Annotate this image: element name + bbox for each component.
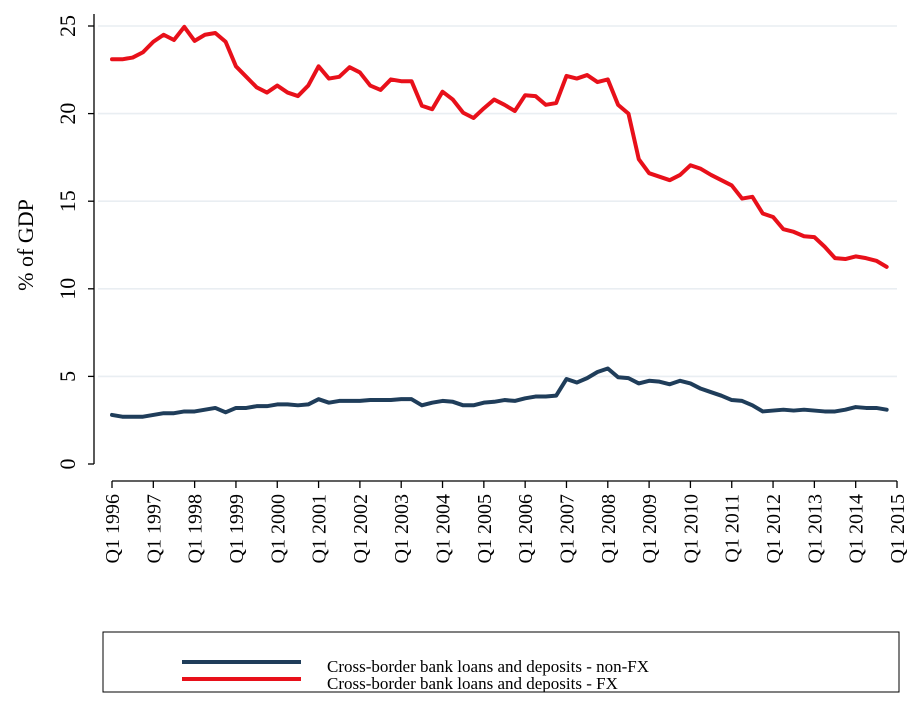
series-line-fx [110,24,889,269]
x-tick-label-0: Q1 1996 [102,494,124,563]
x-tick-label-11: Q1 2007 [556,494,578,563]
series-line-non-fx [110,366,889,419]
x-axis-ticks: Q1 1996 Q1 1997 Q1 1998 Q1 1999 Q1 2000 Q1 20… [102,481,909,563]
gridlines [98,25,897,378]
x-tick-label-4: Q1 2000 [267,494,289,563]
x-tick-label-14: Q1 2010 [680,494,702,563]
x-tick-label-8: Q1 2004 [433,494,455,563]
x-tick-label-12: Q1 2008 [598,494,620,563]
series-lines [110,24,889,419]
x-tick-label-19: Q1 2015 [887,494,909,563]
x-tick-label-5: Q1 2001 [309,494,331,563]
x-tick-label-15: Q1 2011 [722,494,744,563]
legend-label-non-fx: Cross-border bank loans and deposits - n… [327,657,649,676]
x-tick-label-2: Q1 1998 [185,494,207,563]
axes [93,14,897,482]
y-axis-ticks: 0 5 10 15 20 25 [55,15,94,470]
x-tick-label-3: Q1 1999 [226,494,248,563]
legend: Cross-border bank loans and deposits - n… [102,631,900,693]
x-tick-label-17: Q1 2013 [804,494,826,563]
x-tick-label-6: Q1 2002 [350,494,372,563]
y-tick-label-20: 20 [55,103,80,125]
x-tick-label-7: Q1 2003 [391,494,413,563]
legend-label-fx: Cross-border bank loans and deposits - F… [327,674,618,693]
y-tick-label-5: 5 [55,371,80,382]
x-tick-label-1: Q1 1997 [143,494,165,563]
y-tick-label-10: 10 [55,278,80,300]
y-axis-label: % of GDP [13,199,38,291]
x-tick-label-18: Q1 2014 [846,494,868,563]
y-tick-label-25: 25 [55,15,80,37]
x-tick-label-9: Q1 2005 [474,494,496,563]
x-tick-label-10: Q1 2006 [515,494,537,563]
y-tick-label-15: 15 [55,190,80,212]
x-tick-label-16: Q1 2012 [763,494,785,563]
y-tick-label-0: 0 [55,459,80,470]
x-tick-label-13: Q1 2009 [639,494,661,563]
